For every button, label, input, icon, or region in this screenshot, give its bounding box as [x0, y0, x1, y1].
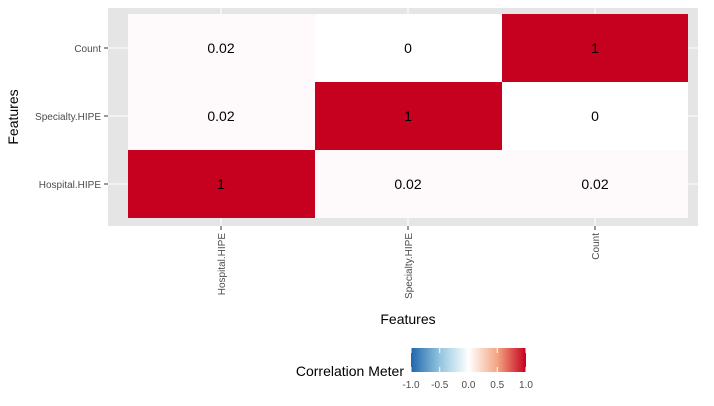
y-axis-tick-label: Hospital.HIPE — [39, 180, 102, 191]
cell-value-label: 1 — [591, 40, 599, 56]
heatmap-tile — [128, 150, 315, 218]
cell-value-label: 0 — [404, 40, 412, 56]
cell-labels: 0.02 0 1 0.02 1 0 1 0.02 0.02 — [207, 40, 608, 192]
legend-tick-label: 0.5 — [490, 380, 504, 391]
cell-value-label: 0 — [591, 108, 599, 124]
x-axis: Hospital.HIPE Specialty.HIPE Count — [217, 226, 602, 299]
heatmap-tile — [128, 14, 315, 82]
cell-value-label: 0.02 — [207, 40, 234, 56]
heatmap-tile — [315, 150, 502, 218]
cell-value-label: 1 — [404, 108, 412, 124]
legend-tick-label: -0.5 — [431, 380, 449, 391]
x-axis-title: Features — [380, 311, 435, 327]
heatmap-tile — [502, 14, 688, 82]
y-axis-tick-label: Specialty.HIPE — [35, 112, 101, 123]
cell-value-label: 0.02 — [207, 108, 234, 124]
x-axis-tick-label: Hospital.HIPE — [217, 233, 228, 296]
y-axis-tick-label: Count — [74, 44, 101, 55]
heatmap-tile — [315, 82, 502, 150]
legend: Correlation Meter -1.0 -0.5 0.0 0.5 1.0 — [296, 348, 533, 391]
legend-tick-label: -1.0 — [402, 380, 420, 391]
legend-ticks: -1.0 -0.5 0.0 0.5 1.0 — [402, 348, 533, 391]
heatmap-tile — [128, 82, 315, 150]
heatmap-tiles — [128, 14, 688, 218]
cell-value-label: 0.02 — [394, 176, 421, 192]
legend-tick-label: 0.0 — [462, 380, 476, 391]
x-axis-tick-label: Count — [591, 233, 602, 260]
x-axis-tick-label: Specialty.HIPE — [404, 233, 415, 299]
cell-value-label: 0.02 — [581, 176, 608, 192]
heatmap-tile — [315, 14, 502, 82]
legend-tick-label: 1.0 — [519, 380, 533, 391]
heatmap-tile — [502, 150, 688, 218]
cell-value-label: 1 — [217, 176, 225, 192]
y-axis-title: Features — [5, 89, 21, 144]
heatmap-tile — [502, 82, 688, 150]
legend-title: Correlation Meter — [296, 363, 404, 379]
y-axis: Count Specialty.HIPE Hospital.HIPE — [35, 44, 108, 191]
